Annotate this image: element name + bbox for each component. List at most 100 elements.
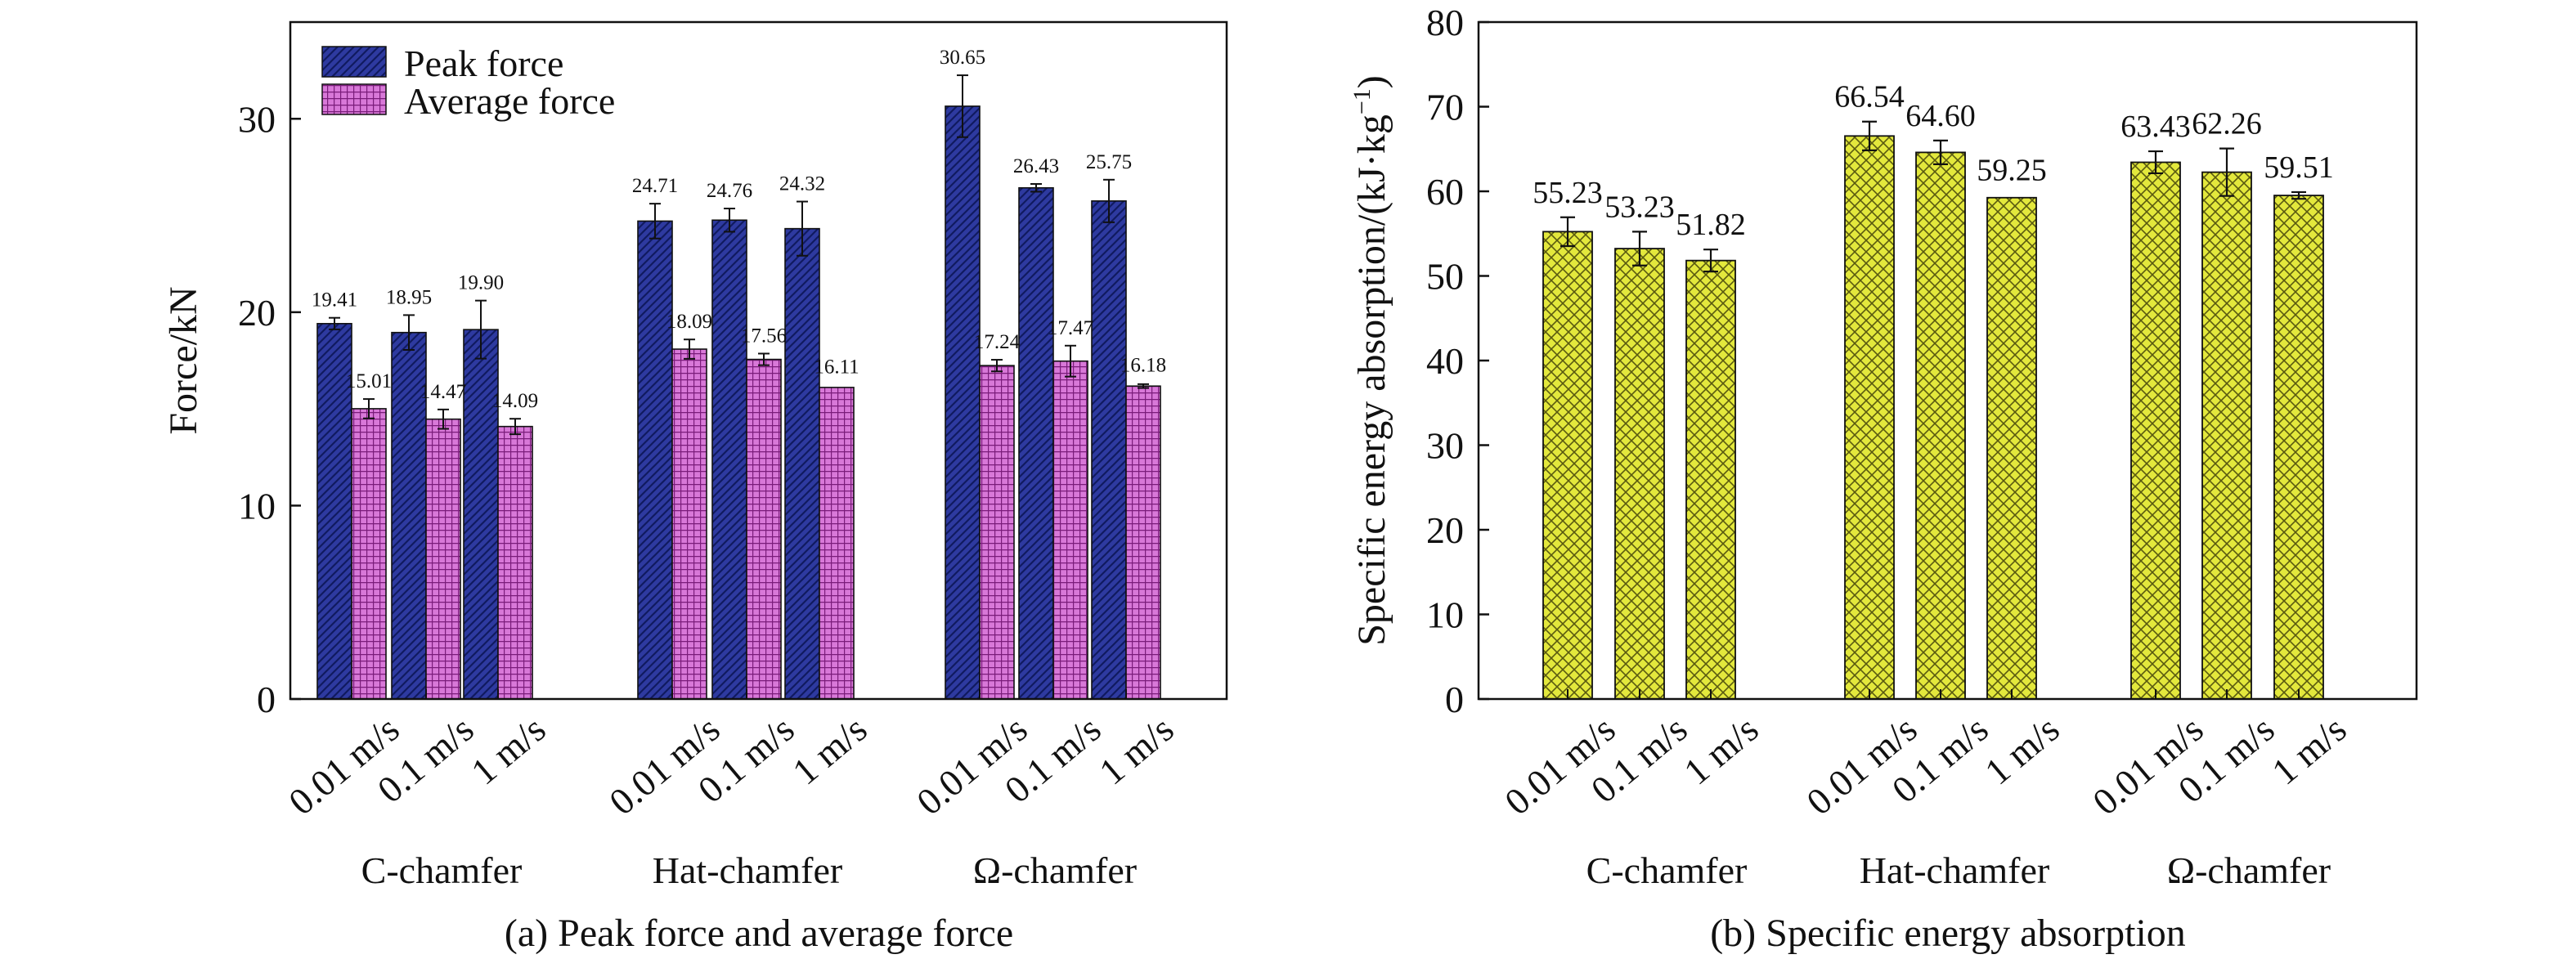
- data-label-peak-force-8: 25.75: [1086, 151, 1132, 173]
- b-y-ticks: 0 10 20 30 40 50 60 70 80: [1426, 2, 1489, 720]
- bar-sea-1: [1614, 248, 1665, 700]
- bar-peak-force-3: [637, 220, 673, 700]
- a-group-label-hat-chamfer: Hat-chamfer: [653, 849, 842, 891]
- b-group-labels: C-chamfer Hat-chamfer Ω-chamfer: [1586, 849, 2331, 891]
- b-y-tick-label-0: 0: [1445, 679, 1464, 720]
- bar-sea-7: [2201, 171, 2252, 700]
- data-label-peak-force-1: 18.95: [386, 286, 432, 308]
- bar-average-force-8: [1125, 385, 1161, 700]
- legend-label-average-force: Average force: [404, 80, 615, 122]
- b-x-tick-label-8: 1 m/s: [2264, 708, 2354, 793]
- b-y-axis-title-main: Specific energy absorption/(kJ·kg: [1350, 114, 1393, 646]
- b-error-bars: [1560, 120, 2306, 273]
- legend-label-peak-force: Peak force: [404, 43, 563, 84]
- data-label-average-force-7: 17.47: [1048, 317, 1093, 339]
- a-bars: [316, 105, 1161, 700]
- b-y-tick-label-6: 60: [1426, 171, 1464, 213]
- a-y-tick-label-2: 20: [238, 292, 276, 334]
- bar-average-force-5: [819, 387, 855, 700]
- data-label-sea-5: 59.25: [1977, 154, 2047, 188]
- bar-sea-2: [1685, 259, 1736, 700]
- bar-sea-0: [1542, 231, 1593, 700]
- data-label-average-force-3: 18.09: [666, 311, 712, 333]
- data-label-average-force-1: 14.47: [420, 381, 466, 403]
- bar-peak-force-5: [784, 227, 820, 700]
- bar-average-force-7: [1052, 360, 1088, 700]
- b-y-tick-label-8: 80: [1426, 2, 1464, 43]
- data-label-sea-8: 59.51: [2264, 150, 2334, 185]
- data-label-sea-6: 63.43: [2120, 110, 2191, 144]
- data-label-sea-2: 51.82: [1676, 208, 1746, 242]
- b-x-tick-label-5: 1 m/s: [1977, 708, 2067, 793]
- bar-peak-force-6: [945, 105, 981, 700]
- data-label-sea-0: 55.23: [1533, 176, 1603, 210]
- data-label-peak-force-6: 30.65: [940, 47, 985, 69]
- data-label-peak-force-0: 19.41: [312, 289, 357, 311]
- a-group-label-chamfer: Ω-chamfer: [973, 849, 1137, 891]
- b-y-tick-label-3: 30: [1426, 425, 1464, 467]
- data-label-peak-force-7: 26.43: [1013, 155, 1059, 177]
- bar-peak-force-1: [391, 331, 427, 700]
- bar-average-force-2: [497, 425, 533, 700]
- bar-average-force-0: [351, 408, 387, 700]
- a-y-ticks: 0 10 20 30: [238, 98, 301, 720]
- b-y-tick-label-5: 50: [1426, 256, 1464, 298]
- b-x-tick-label-2: 1 m/s: [1676, 708, 1766, 793]
- a-group-label-c-chamfer: C-chamfer: [361, 849, 523, 891]
- b-y-tick-label-4: 40: [1426, 340, 1464, 382]
- a-y-tick-label-0: 0: [257, 679, 276, 720]
- b-y-tick-label-1: 10: [1426, 594, 1464, 636]
- b-caption: (b) Specific energy absorption: [1710, 912, 2186, 955]
- data-label-sea-7: 62.26: [2192, 107, 2262, 141]
- a-x-tick-labels: 0.01 m/s0.1 m/s1 m/s 0.01 m/s0.1 m/s1 m/s…: [280, 689, 1182, 823]
- b-y-axis-title-sup: −1: [1349, 88, 1376, 114]
- data-label-average-force-5: 16.11: [814, 356, 859, 378]
- a-legend: Peak force Average force: [321, 43, 615, 122]
- bar-sea-6: [2130, 161, 2181, 700]
- bar-peak-force-7: [1018, 186, 1054, 700]
- a-x-tick-label-2: 1 m/s: [463, 708, 553, 793]
- a-error-bars: [329, 74, 1149, 436]
- bar-peak-force-8: [1091, 200, 1127, 700]
- data-label-average-force-4: 17.56: [741, 325, 787, 347]
- data-label-peak-force-5: 24.32: [779, 173, 825, 195]
- a-caption: (a) Peak force and average force: [505, 912, 1013, 955]
- a-y-axis-title: Force/kN: [162, 286, 205, 434]
- b-y-axis-title-close: ): [1350, 75, 1393, 88]
- data-label-sea-3: 66.54: [1834, 80, 1905, 114]
- bar-sea-4: [1915, 151, 1966, 700]
- b-y-axis-title: Specific energy absorption/(kJ·kg−1): [1349, 75, 1393, 646]
- a-y-tick-label-1: 10: [238, 485, 276, 527]
- data-label-peak-force-3: 24.71: [632, 175, 678, 197]
- bar-average-force-1: [425, 418, 461, 700]
- legend-swatch-peak-force: [321, 46, 387, 78]
- b-group-label-hat-chamfer: Hat-chamfer: [1860, 849, 2049, 891]
- bar-peak-force-2: [463, 329, 499, 700]
- data-label-average-force-6: 17.24: [974, 331, 1021, 353]
- a-group-labels: C-chamfer Hat-chamfer Ω-chamfer: [361, 849, 1137, 891]
- a-y-tick-label-3: 30: [238, 98, 276, 140]
- a-x-tick-label-8: 1 m/s: [1091, 708, 1181, 793]
- bar-sea-5: [1986, 196, 2037, 700]
- panel-a-chart: 19.41 18.95 19.90 24.71 24.76 24.32 30.65 26.43…: [162, 20, 1228, 955]
- bar-peak-force-4: [711, 219, 747, 700]
- bar-sea-8: [2273, 195, 2324, 700]
- bar-sea-3: [1844, 135, 1895, 700]
- data-label-average-force-0: 15.01: [346, 370, 392, 392]
- b-y-tick-label-7: 70: [1426, 87, 1464, 128]
- b-group-label-c-chamfer: C-chamfer: [1586, 849, 1748, 891]
- bar-peak-force-0: [316, 323, 352, 700]
- bar-average-force-4: [746, 358, 782, 700]
- data-label-average-force-2: 14.09: [492, 390, 538, 412]
- bar-average-force-6: [979, 365, 1015, 700]
- a-data-labels: 19.41 18.95 19.90 24.71 24.76 24.32 30.65 26.43…: [312, 47, 1166, 412]
- b-y-tick-label-2: 20: [1426, 509, 1464, 551]
- data-label-peak-force-4: 24.76: [707, 180, 752, 202]
- a-x-tick-label-5: 1 m/s: [784, 708, 874, 793]
- data-label-average-force-8: 16.18: [1120, 355, 1166, 377]
- data-label-sea-1: 53.23: [1604, 190, 1675, 224]
- b-group-label-chamfer: Ω-chamfer: [2167, 849, 2331, 891]
